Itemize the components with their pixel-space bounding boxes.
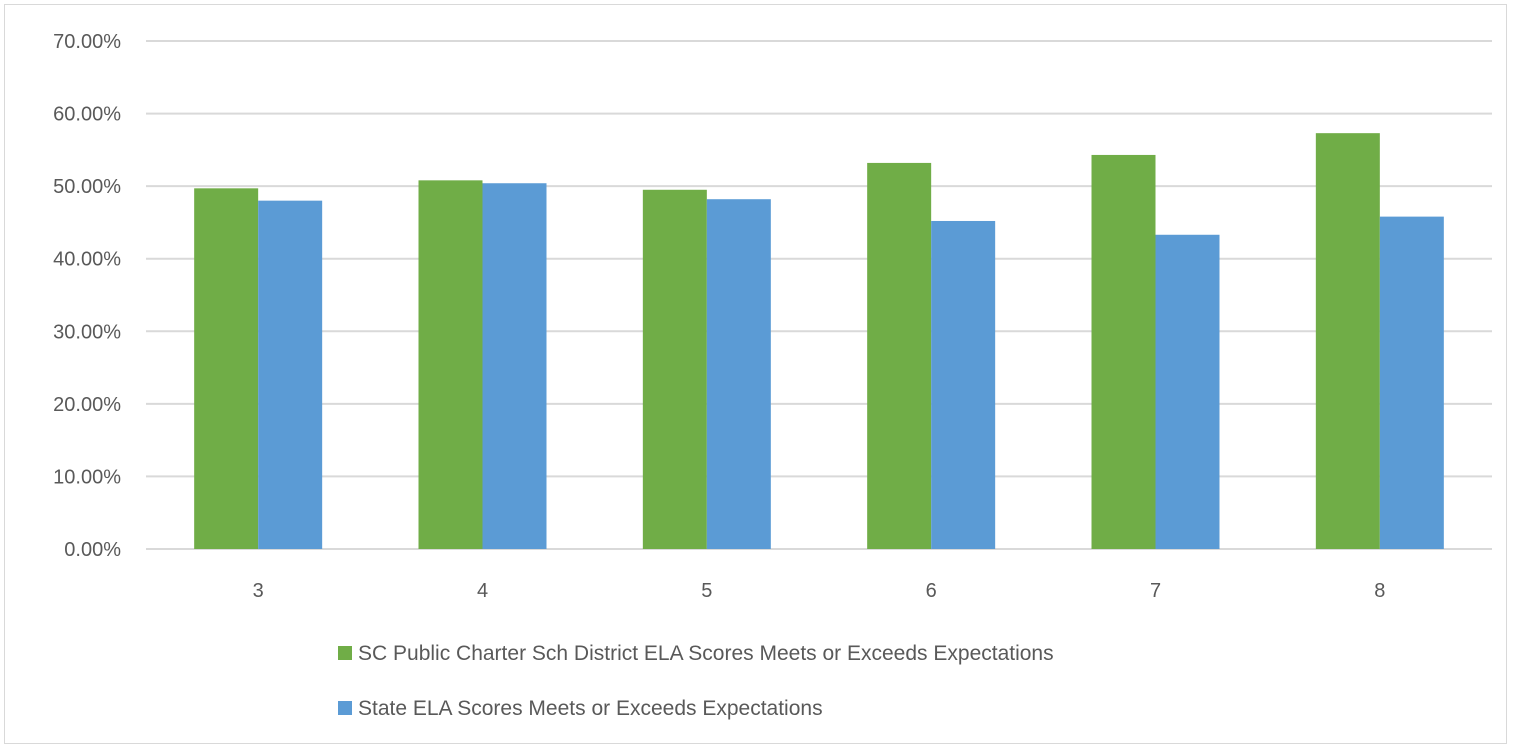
bar-series2-7 bbox=[1155, 234, 1220, 549]
bar-series2-3 bbox=[258, 200, 323, 549]
bar-series2-5 bbox=[706, 199, 771, 549]
bar-series2-4 bbox=[482, 183, 547, 550]
x-axis-ticks: 3 4 5 6 7 8 bbox=[253, 580, 1386, 602]
legend-swatch bbox=[338, 646, 352, 660]
x-tick-label: 4 bbox=[477, 580, 488, 602]
bar-series2-6 bbox=[931, 220, 996, 549]
x-tick-label: 8 bbox=[1374, 580, 1385, 602]
y-tick-label: 70.00% bbox=[53, 31, 121, 53]
gridlines bbox=[146, 40, 1492, 550]
y-tick-label: 60.00% bbox=[53, 104, 121, 126]
y-tick-label: 30.00% bbox=[53, 321, 121, 343]
bar-series1-6 bbox=[867, 162, 932, 550]
legend-label: SC Public Charter Sch District ELA Score… bbox=[358, 642, 1054, 665]
x-tick-label: 5 bbox=[701, 580, 712, 602]
x-tick-label: 3 bbox=[253, 580, 264, 602]
y-tick-label: 50.00% bbox=[53, 176, 121, 198]
legend-swatch bbox=[338, 701, 352, 715]
legend: SC Public Charter Sch District ELA Score… bbox=[338, 642, 1054, 720]
y-tick-label: 40.00% bbox=[53, 249, 121, 271]
bar-series1-3 bbox=[194, 188, 259, 549]
y-tick-label: 10.00% bbox=[53, 466, 121, 488]
y-tick-label: 20.00% bbox=[53, 394, 121, 416]
bar-series1-5 bbox=[642, 189, 707, 549]
x-tick-label: 7 bbox=[1150, 580, 1161, 602]
bars bbox=[194, 133, 1444, 550]
bar-series1-7 bbox=[1091, 154, 1156, 550]
y-axis-ticks: 0.00% 10.00% 20.00% 30.00% 40.00% 50.00% 60.00… bbox=[53, 31, 121, 561]
legend-label: State ELA Scores Meets or Exceeds Expect… bbox=[358, 697, 823, 720]
bar-series1-8 bbox=[1315, 133, 1380, 549]
bar-series2-8 bbox=[1379, 216, 1444, 549]
bar-series1-4 bbox=[418, 180, 483, 549]
y-tick-label: 0.00% bbox=[64, 539, 121, 561]
x-tick-label: 6 bbox=[926, 580, 937, 602]
